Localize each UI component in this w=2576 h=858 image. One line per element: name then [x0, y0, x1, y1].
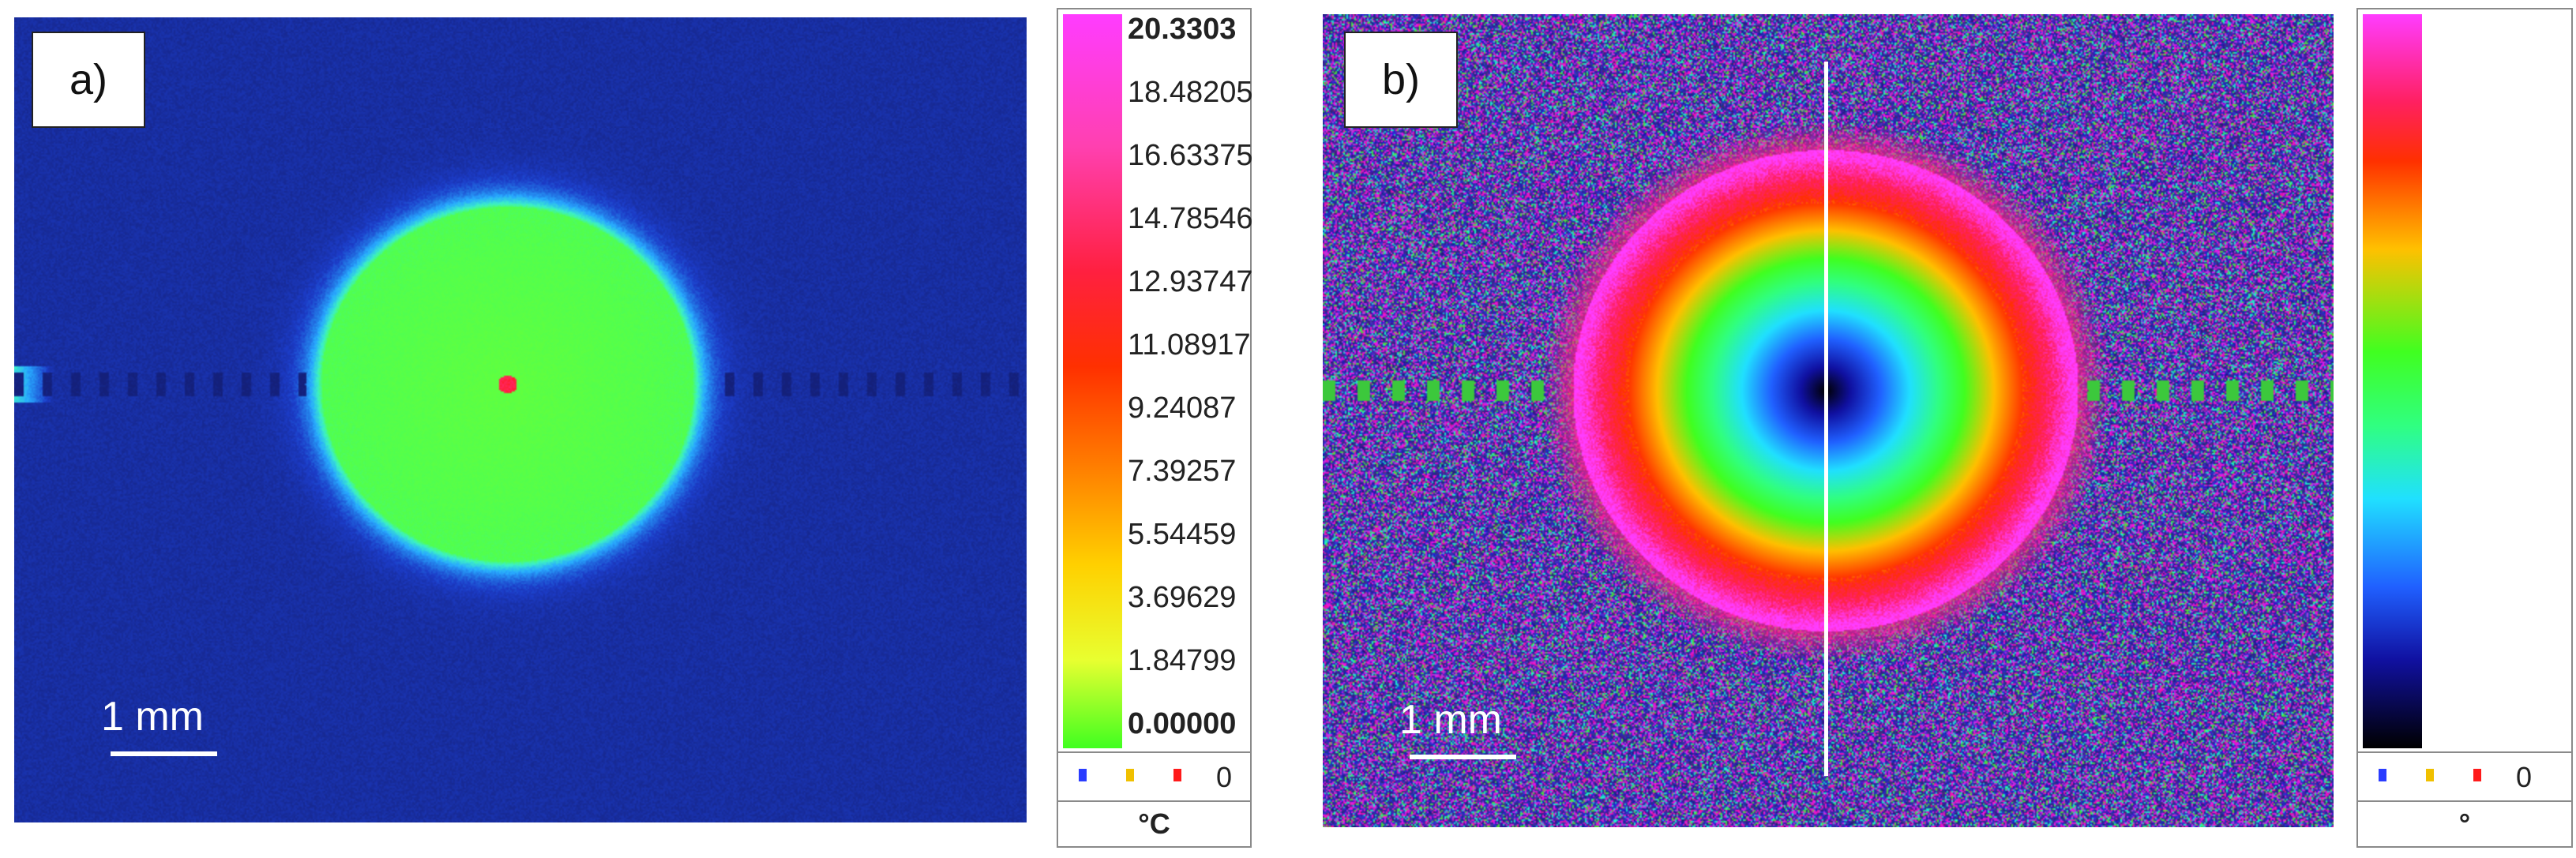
colorbar-gradient-b	[2363, 14, 2422, 748]
panel-label-b: b)	[1344, 32, 1458, 128]
marker-count-b: 0	[2516, 761, 2532, 794]
colorbar-marker-strip-a: 0	[1058, 751, 1250, 800]
colorbar-b: 179.997143.9949107.998071.9957435.99890-…	[2356, 8, 2573, 848]
unit-label-a: °C	[1058, 800, 1250, 846]
colorbar-tick-label: 0.00000	[1128, 709, 1236, 739]
colorbar-tick-label: 12.93747	[1128, 267, 1253, 297]
scale-bar-label-a: 1 mm	[101, 693, 204, 740]
red-marker-icon	[1173, 769, 1181, 781]
colorbar-tick-label: 14.78546	[1128, 204, 1253, 234]
marker-count-a: 0	[1216, 761, 1232, 794]
colorbar-tick-label: 9.24087	[1128, 393, 1236, 423]
colorbar-tick-label: 1.84799	[1128, 646, 1236, 676]
colorbar-tick-label: 18.48205	[1128, 77, 1253, 107]
colorbar-tick-label: 16.63375	[1128, 141, 1253, 170]
panel-label-a: a)	[32, 32, 145, 128]
yellow-marker-icon	[2426, 769, 2434, 781]
scale-bar-b	[1410, 755, 1516, 759]
blue-marker-icon	[2379, 769, 2386, 781]
colorbar-tick-label: 3.69629	[1128, 583, 1236, 613]
scale-bar-label-b: 1 mm	[1399, 696, 1502, 744]
colorbar-marker-strip-b: 0	[2358, 751, 2571, 800]
colorbar-a: 20.3303 18.48205 16.63375 14.78546 12.93747 1…	[1057, 8, 1252, 848]
red-marker-icon	[2473, 769, 2481, 781]
colorbar-tick-label: 7.39257	[1128, 456, 1236, 486]
colorbar-tick-label: 11.08917	[1128, 330, 1251, 360]
yellow-marker-icon	[1126, 769, 1134, 781]
unit-label-b: °	[2358, 800, 2571, 846]
blue-marker-icon	[1079, 769, 1087, 781]
colorbar-tick-label: 20.3303	[1128, 14, 1236, 44]
colorbar-gradient-a	[1063, 14, 1122, 748]
colorbar-tick-label: 5.54459	[1128, 519, 1236, 549]
scale-bar-a	[111, 751, 217, 756]
profile-line	[1824, 62, 1828, 776]
